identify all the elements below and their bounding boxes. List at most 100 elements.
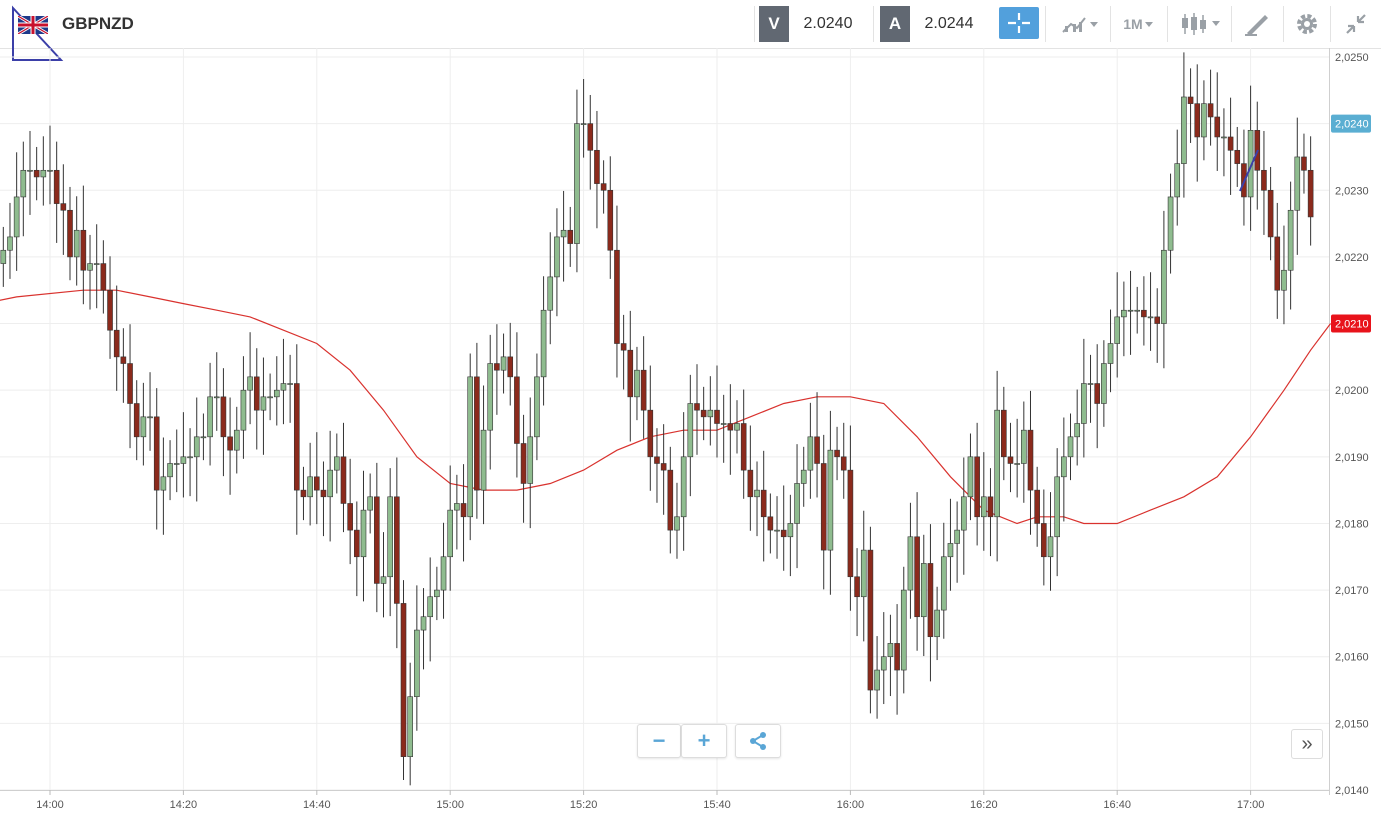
toolbar-divider xyxy=(1283,6,1284,42)
candle-up xyxy=(160,476,167,491)
candle-down xyxy=(607,189,614,251)
candle-down xyxy=(987,496,994,518)
candle-up xyxy=(687,403,694,458)
candle-down xyxy=(660,463,667,471)
candle-down xyxy=(780,529,787,538)
y-tick-label: 2,0140 xyxy=(1335,785,1369,797)
candle-up xyxy=(414,629,420,698)
timeframe-button[interactable]: 1M xyxy=(1117,7,1161,41)
y-tick-label: 2,0180 xyxy=(1335,518,1369,530)
candle-up xyxy=(787,523,794,538)
candle-down xyxy=(760,489,767,518)
candle-down xyxy=(714,409,720,424)
candle-down xyxy=(914,536,920,618)
share-button[interactable] xyxy=(735,724,781,758)
price-axis: 2,0140 2,0150 2,0160 2,0170 2,0180 2,0190 2,02… xyxy=(1335,52,1369,797)
candle-up xyxy=(334,456,340,471)
candle-up xyxy=(40,169,47,178)
candle-down xyxy=(700,409,707,418)
price-tag xyxy=(1331,114,1371,133)
candle-down xyxy=(1307,169,1314,218)
candle-down xyxy=(614,249,620,344)
candle-up xyxy=(287,383,293,385)
candle-down xyxy=(1267,189,1274,238)
candle-up xyxy=(547,276,554,311)
y-tick-label: 2,0220 xyxy=(1335,252,1369,264)
candle-down xyxy=(1094,383,1100,404)
candles-button[interactable] xyxy=(1175,7,1225,41)
candle-down xyxy=(1234,149,1241,164)
candle-up xyxy=(187,456,193,459)
candle-up xyxy=(480,429,487,491)
candle-up xyxy=(27,169,33,172)
candle-up xyxy=(527,436,534,484)
candle-down xyxy=(974,456,980,518)
chart-toolbar: GBPNZD V 2.0240 A 2.0244 1M xyxy=(0,0,1381,61)
price-chart[interactable]: 2,0140 2,0150 2,0160 2,0170 2,0180 2,0190 2,02… xyxy=(0,48,1381,821)
candle-up xyxy=(367,496,373,511)
candle-up xyxy=(1294,156,1301,211)
candle-up xyxy=(307,476,313,498)
candle-down xyxy=(520,443,527,484)
candle-up xyxy=(360,509,367,558)
candle-up xyxy=(707,409,714,418)
candle-down xyxy=(1034,489,1040,524)
candle-up xyxy=(1114,316,1120,344)
y-tick-label: 2,0160 xyxy=(1335,652,1369,664)
candle-down xyxy=(1214,116,1221,138)
candle-up xyxy=(387,496,393,578)
candle-up xyxy=(1147,316,1154,319)
candle-down xyxy=(494,363,500,371)
candle-down xyxy=(53,169,60,204)
toolbar-divider xyxy=(1330,6,1331,42)
x-tick-label: 16:20 xyxy=(970,799,998,811)
candle-down xyxy=(300,489,307,498)
candle-down xyxy=(600,183,607,191)
pencil-draw-icon xyxy=(1245,15,1268,36)
price-tag-label: 2,0210 xyxy=(1335,319,1369,331)
sell-price-button[interactable]: V 2.0240 xyxy=(759,6,867,42)
candle-down xyxy=(400,603,407,757)
candle-up xyxy=(1087,383,1094,385)
candle-down xyxy=(253,376,260,411)
candle-up xyxy=(907,536,914,591)
candle-up xyxy=(454,503,460,511)
candle-up xyxy=(273,389,280,398)
candle-up xyxy=(407,696,413,757)
candle-up xyxy=(420,616,427,631)
candle-up xyxy=(934,609,940,638)
fullscreen-button[interactable] xyxy=(1340,7,1372,41)
zoom-in-button[interactable]: + xyxy=(681,724,727,758)
candle-down xyxy=(820,463,827,551)
candle-up xyxy=(874,669,880,691)
candle-down xyxy=(767,516,774,531)
scroll-to-latest-button[interactable]: » xyxy=(1291,729,1323,759)
candle-up xyxy=(1121,309,1127,318)
toolbar-divider xyxy=(1110,6,1111,42)
settings-button[interactable] xyxy=(1291,7,1323,41)
buy-price-button[interactable]: A 2.0244 xyxy=(880,6,988,42)
crosshair-button[interactable] xyxy=(999,7,1039,39)
x-tick-label: 14:00 xyxy=(36,799,64,811)
candle-up xyxy=(147,416,153,419)
candle-up xyxy=(93,263,100,265)
price-tag-label: 2,0240 xyxy=(1335,119,1369,131)
zoom-out-button[interactable]: − xyxy=(637,724,681,758)
candle-down xyxy=(1001,409,1007,458)
share-icon xyxy=(750,732,766,750)
candle-up xyxy=(173,463,180,465)
candle-down xyxy=(1207,103,1214,118)
draw-button[interactable] xyxy=(1240,7,1274,41)
candle-up xyxy=(1081,383,1087,424)
x-tick-label: 15:20 xyxy=(570,799,598,811)
candle-up xyxy=(807,436,814,471)
toolbar-divider xyxy=(754,6,755,42)
candle-down xyxy=(667,469,674,531)
candle-up xyxy=(233,429,240,451)
candle-down xyxy=(694,403,700,411)
chart-type-button[interactable] xyxy=(1055,7,1103,41)
toolbar-divider xyxy=(1045,6,1046,42)
candle-up xyxy=(1061,456,1067,478)
candle-up xyxy=(207,396,213,438)
candle-down xyxy=(740,423,747,471)
